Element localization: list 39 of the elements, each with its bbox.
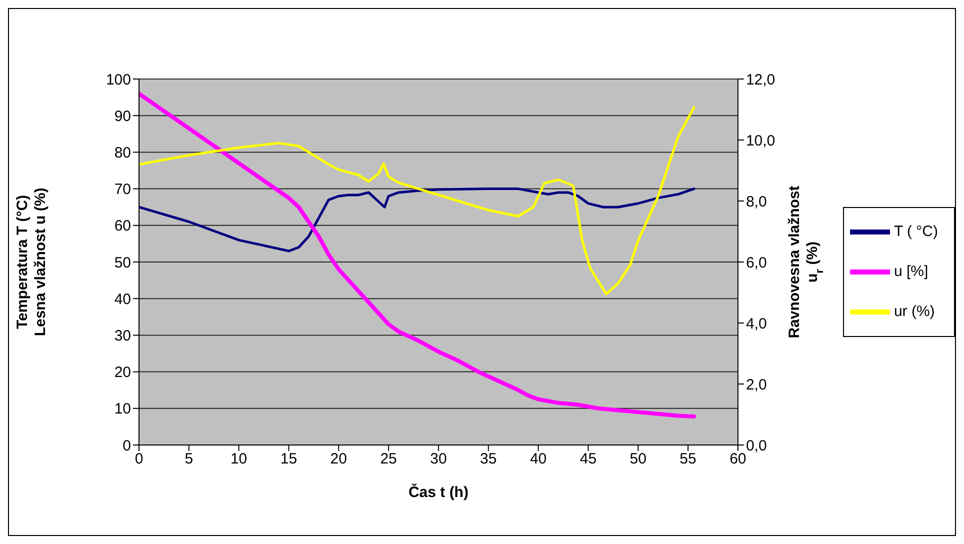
y-tick-label: 70 (114, 181, 131, 198)
line-series (139, 106, 696, 296)
y-tick-label: 50 (114, 254, 131, 272)
x-axis-title: Čas t (h) (408, 483, 468, 501)
legend-label: u [%] (894, 262, 928, 280)
x-tick-label: 30 (430, 450, 447, 468)
y-tick-label: 0 (122, 437, 131, 454)
x-tick-label: 15 (280, 450, 298, 468)
y2-tick-label: 8,0 (746, 193, 767, 210)
line-series (139, 92, 696, 418)
y-tick-label: 20 (114, 364, 131, 382)
x-tick-label: 40 (530, 450, 547, 468)
x-tick-label: 20 (330, 450, 347, 468)
x-tick-label: 25 (380, 450, 397, 468)
y2-tick-label: 0,0 (746, 437, 767, 454)
x-tick-label: 35 (480, 450, 497, 468)
y-tick-label: 30 (114, 328, 131, 345)
y2-tick-label: 10,0 (746, 132, 776, 150)
x-tick-label: 5 (184, 450, 194, 468)
x-tick-label: 45 (580, 450, 597, 468)
y-tick-label: 40 (114, 290, 131, 308)
y2-tick-label: 2,0 (746, 376, 767, 394)
y2-tick-label: 12,0 (746, 71, 776, 88)
line-series (139, 188, 696, 252)
y-tick-label: 60 (114, 218, 131, 235)
x-tick-label: 0 (134, 450, 144, 468)
legend-label: ur (%) (894, 302, 935, 320)
y-axis-title: Temperatura T (°C) Lesna vlažnost u (%) (14, 188, 49, 336)
x-tick-label: 10 (230, 450, 248, 468)
y-tick-label: 80 (114, 144, 131, 162)
y2-tick-label: 6,0 (746, 254, 767, 272)
legend-label: T ( °C) (894, 222, 938, 240)
x-tick-label: 55 (680, 450, 696, 468)
x-tick-label: 50 (630, 450, 646, 468)
y-tick-label: 10 (114, 400, 131, 418)
y-tick-label: 100 (106, 71, 131, 88)
y2-tick-label: 4,0 (746, 315, 767, 332)
x-tick-label: 60 (730, 450, 746, 468)
y-tick-label: 90 (114, 108, 131, 125)
